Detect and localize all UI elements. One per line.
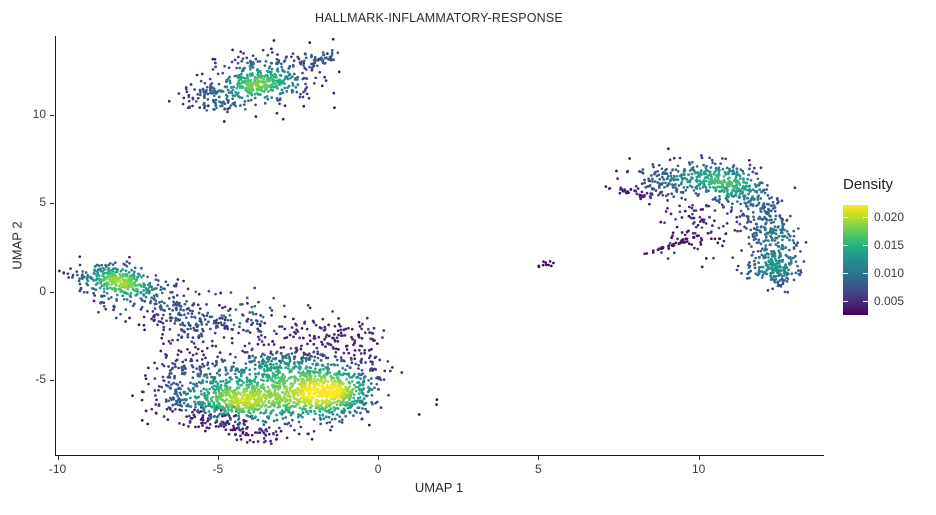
x-tick-label: -10 <box>48 462 67 476</box>
legend-tick-mark <box>843 272 848 274</box>
legend-tick-label: 0.005 <box>874 293 905 308</box>
x-tick-mark <box>538 456 540 460</box>
legend-tick-mark <box>863 216 868 218</box>
legend-tick-mark <box>863 244 868 246</box>
legend-tick-label: 0.020 <box>874 209 905 224</box>
legend-tick-mark <box>863 272 868 274</box>
y-tick-label: 5 <box>39 195 46 210</box>
y-tick-mark <box>50 291 54 293</box>
legend-colorbar <box>843 205 868 315</box>
x-tick-mark <box>378 456 380 460</box>
legend-tick-label: 0.015 <box>874 237 905 252</box>
y-tick-label: -5 <box>35 372 46 387</box>
y-tick-label: 10 <box>32 106 46 121</box>
x-tick-label: 0 <box>374 462 382 476</box>
x-tick-label: 5 <box>535 462 542 476</box>
x-tick-label: 10 <box>691 462 706 476</box>
legend-tick-label: 0.010 <box>874 265 905 280</box>
legend-title: Density <box>843 176 894 193</box>
y-axis-line <box>55 36 56 456</box>
x-tick-mark <box>57 456 59 460</box>
x-tick-label: -5 <box>212 462 224 476</box>
chart-title: HALLMARK-INFLAMMATORY-RESPONSE <box>315 11 563 25</box>
legend-tick-mark <box>863 300 868 302</box>
density-legend: Density 0.005 0.010 0.015 0.020 <box>843 176 935 321</box>
legend-tick-mark <box>843 216 848 218</box>
legend-tick-mark <box>843 300 848 302</box>
y-tick-label: 0 <box>39 283 46 298</box>
x-axis-label: UMAP 1 <box>414 480 464 495</box>
y-tick-mark <box>50 203 54 205</box>
y-tick-mark <box>50 380 54 382</box>
x-tick-mark <box>698 456 700 460</box>
y-tick-mark <box>50 114 54 116</box>
y-axis-label: UMAP 2 <box>9 221 25 270</box>
x-tick-mark <box>217 456 219 460</box>
legend-tick-mark <box>843 244 848 246</box>
x-axis-line <box>55 455 824 456</box>
